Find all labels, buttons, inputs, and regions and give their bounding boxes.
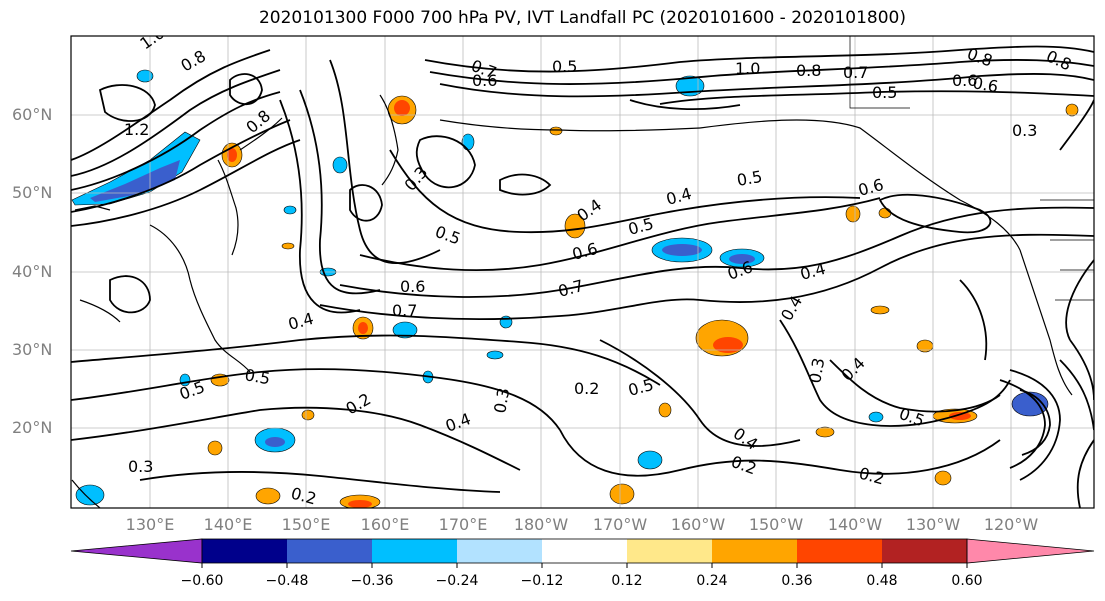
lat-label: 30°N <box>12 340 53 359</box>
contour-label: 0.4 <box>837 353 868 384</box>
lon-label: 140°W <box>827 515 883 534</box>
lat-label: 50°N <box>12 183 53 202</box>
lon-label: 180°W <box>513 515 569 534</box>
contour-label: 0.2 <box>729 452 759 479</box>
contour-label: 0.5 <box>243 365 271 388</box>
contour-label: 0.7 <box>556 276 586 301</box>
colorbar-segment <box>966 538 1095 564</box>
colorbar-tick-label: −0.24 <box>435 573 479 589</box>
contour-label: 0.7 <box>392 301 417 320</box>
contour-label: 0.8 <box>796 61 821 80</box>
colorbar-segment <box>202 539 287 563</box>
contour-label: 1.0 <box>735 59 760 78</box>
contour-label: 0.3 <box>128 457 153 476</box>
contour-label: 0.6 <box>971 73 999 96</box>
contour-label: 0.4 <box>798 259 828 284</box>
colorbar-tick-label: 0.24 <box>696 573 728 589</box>
contour-label: 0.6 <box>952 71 977 90</box>
colorbar-tick-label: −0.12 <box>520 573 564 589</box>
borders <box>849 36 1094 301</box>
contour-label: 0.5 <box>433 222 463 249</box>
colorbar-tick-label: 0.60 <box>951 573 983 589</box>
colorbar-frame <box>201 538 968 564</box>
contour-label: 0.5 <box>552 57 577 76</box>
contour-label: 0.2 <box>343 389 375 418</box>
contour-label: 0.2 <box>289 484 319 509</box>
contour-label: 0.4 <box>664 184 694 209</box>
colorbar-segment <box>797 539 882 563</box>
negative-patch-jet-core <box>90 160 180 202</box>
contour-label: 0.3 <box>490 386 513 414</box>
colorbar-tick-label: −0.36 <box>350 573 394 589</box>
lon-label: 130°E <box>125 515 175 534</box>
contour-label: 0.5 <box>872 83 897 102</box>
colorbar-segment <box>712 539 797 563</box>
negative-patch-subtropics <box>1011 391 1049 417</box>
colorbar-tick-label: 0.12 <box>611 573 643 589</box>
colorbar-tick-label: −0.60 <box>180 573 224 589</box>
lon-label: 170°E <box>438 515 488 534</box>
contour-label: 0.6 <box>400 277 425 296</box>
lon-label: 120°W <box>983 515 1039 534</box>
contour-label: 0.4 <box>443 409 473 436</box>
contour-label: 0.3 <box>1012 121 1037 140</box>
lon-label: 140°E <box>203 515 253 534</box>
coastlines <box>71 94 1073 508</box>
figure-title: 2020101300 F000 700 hPa PV, IVT Landfall… <box>258 8 906 28</box>
colorbar-tick-label: 0.36 <box>781 573 813 589</box>
contour-label: 1.0 <box>136 23 168 53</box>
contour-label: 0.5 <box>626 375 656 400</box>
contour-label: 0.6 <box>472 71 497 90</box>
lon-label: 150°W <box>748 515 804 534</box>
lon-label: 170°W <box>592 515 648 534</box>
lon-label: 150°E <box>281 515 331 534</box>
contour-label: 0.2 <box>574 379 599 398</box>
contour-label: 0.5 <box>735 167 763 190</box>
lon-label: 160°E <box>360 515 410 534</box>
lat-label: 60°N <box>12 105 53 124</box>
lat-label: 40°N <box>12 262 53 281</box>
contour-label: 0.4 <box>286 309 316 334</box>
contour-label: 0.2 <box>857 464 887 489</box>
colorbar-segment <box>882 539 967 563</box>
contour-label: 1.2 <box>124 120 149 139</box>
contour-label: 0.7 <box>843 63 868 82</box>
colorbar-ticks <box>201 563 968 568</box>
map-plot-area: 1.0 0.8 0.7 0.5 0.6 0.6 1.0 0.8 0.7 0.5 … <box>71 23 1094 509</box>
gridlines <box>71 36 1094 508</box>
contour-label: 0.3 <box>805 356 828 384</box>
colorbar-tick-label: 0.48 <box>866 573 898 589</box>
colorbar-tick-label: −0.48 <box>265 573 309 589</box>
contour-label: 0.8 <box>1043 46 1074 74</box>
contour-label: 0.6 <box>856 175 886 200</box>
lon-label: 160°W <box>670 515 726 534</box>
contour-label: 0.3 <box>401 163 432 195</box>
contour-label: 0.4 <box>777 292 806 324</box>
colorbar-segment <box>457 539 542 563</box>
contour-label: 0.6 <box>570 239 600 264</box>
colorbar-segment <box>372 539 457 563</box>
pv-contours <box>71 45 1094 508</box>
colorbar <box>70 538 1095 568</box>
colorbar-segment <box>70 538 203 564</box>
colorbar-segment <box>627 539 712 563</box>
contour-label: 0.5 <box>626 214 656 239</box>
lon-label: 130°W <box>905 515 961 534</box>
map-frame <box>70 35 1095 509</box>
contour-label: 0.8 <box>242 106 274 137</box>
contour-label: 0.8 <box>178 46 210 75</box>
colorbar-segment <box>287 539 372 563</box>
colorbar-segment <box>542 539 627 563</box>
lat-label: 20°N <box>12 418 53 437</box>
